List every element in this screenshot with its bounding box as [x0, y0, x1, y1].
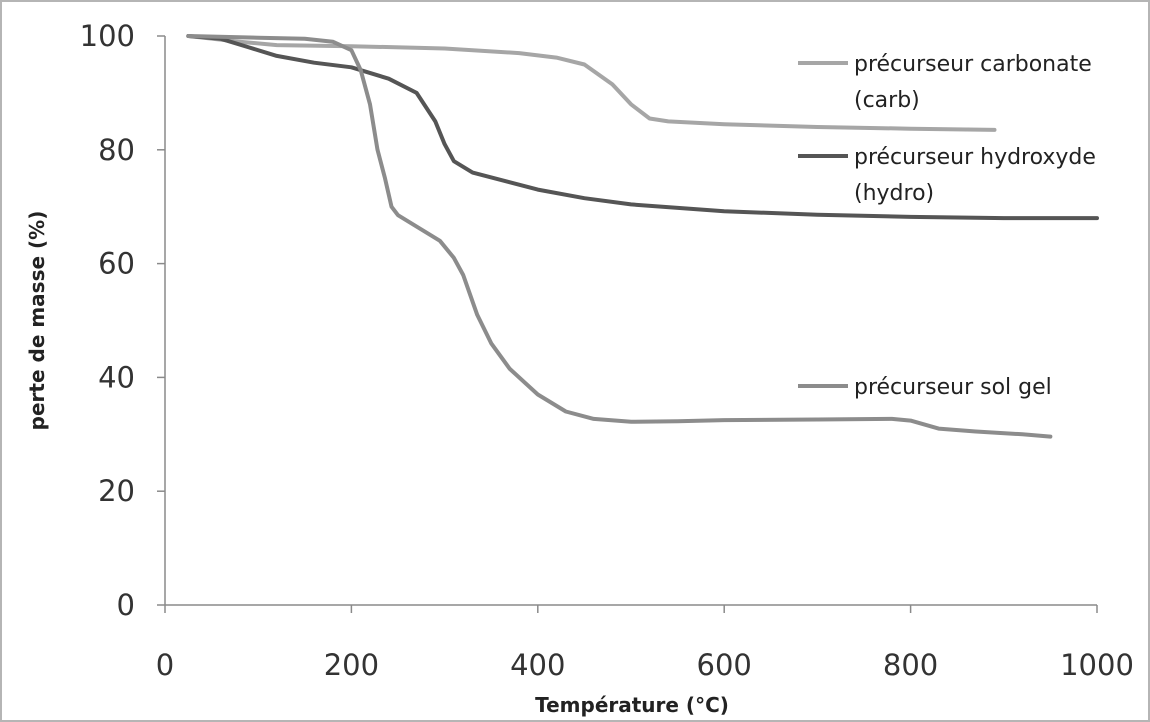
y-tick-label: 80 [98, 133, 135, 167]
series-line-3 [186, 34, 1053, 439]
legend-label-1: précurseur carbonate [854, 52, 1092, 77]
x-tick-label: 0 [156, 648, 174, 682]
legend-label-2: (hydro) [854, 181, 934, 206]
x-tick-label: 200 [324, 648, 379, 682]
legend-label-3: précurseur sol gel [854, 375, 1052, 400]
x-axis-title: Température (°C) [535, 693, 729, 717]
legend: précurseur carbonate (carb) précurseur hyd… [798, 52, 1096, 400]
y-tick-label: 100 [80, 19, 135, 53]
y-tick-label: 60 [98, 247, 135, 281]
y-tick-label: 40 [98, 360, 135, 394]
legend-label-1: (carb) [854, 88, 920, 113]
y-tick-label: 20 [98, 474, 135, 508]
series-line-1 [186, 34, 997, 132]
series-line-2 [186, 34, 1099, 221]
y-tick-label: 0 [117, 588, 135, 622]
series-lines [186, 34, 1099, 439]
x-tick-label: 800 [883, 648, 938, 682]
x-tick-label: 1000 [1060, 648, 1134, 682]
x-tick-label: 600 [697, 648, 752, 682]
x-tick-label: 400 [510, 648, 565, 682]
y-axis-title: perte de masse (%) [25, 211, 49, 431]
legend-label-2: précurseur hydroxyde [854, 145, 1096, 170]
